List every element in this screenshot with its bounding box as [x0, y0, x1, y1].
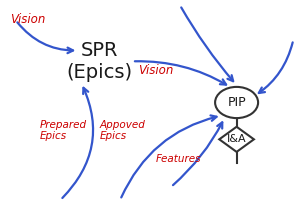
- Text: SPR
(Epics): SPR (Epics): [66, 41, 132, 82]
- Text: Vision: Vision: [138, 63, 173, 77]
- Polygon shape: [219, 127, 254, 152]
- Text: Features: Features: [156, 154, 202, 164]
- Text: Prepared
Epics: Prepared Epics: [40, 120, 87, 141]
- Text: Appoved
Epics: Appoved Epics: [99, 120, 145, 141]
- Text: PIP: PIP: [227, 96, 246, 109]
- Circle shape: [215, 87, 258, 118]
- Text: Vision: Vision: [10, 13, 45, 26]
- Text: I&A: I&A: [227, 134, 246, 144]
